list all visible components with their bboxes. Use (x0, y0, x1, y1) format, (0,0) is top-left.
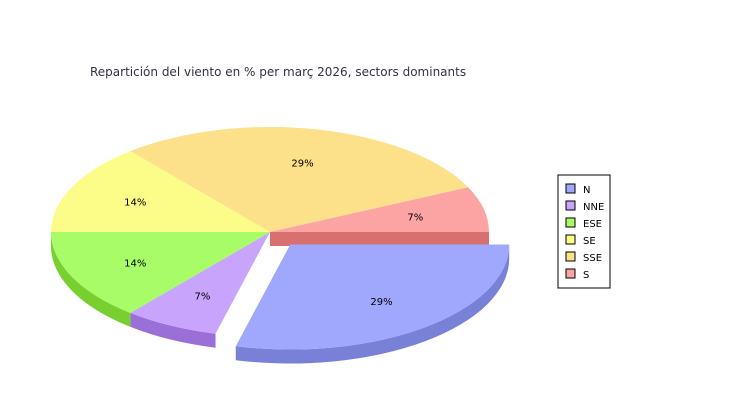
legend-swatch (565, 251, 576, 262)
slice-value-label-n: 29% (370, 297, 392, 308)
pie-slice-ese (50, 232, 271, 313)
legend-item-nne: NNE (565, 200, 604, 213)
legend-swatch (565, 183, 576, 194)
slice-value-label-sse: 29% (291, 158, 313, 169)
pie-slice-side-ese (50, 232, 131, 327)
legend-label: N (583, 185, 590, 196)
pie-slice-side-n (235, 244, 510, 364)
legend-item-sse: SSE (565, 251, 602, 264)
pie-slice-cut-s (270, 232, 489, 246)
legend-swatch (565, 217, 576, 228)
legend-label: SSE (583, 253, 602, 264)
legend-item-n: N (565, 183, 590, 196)
legend: N NNE ESE SE SSE S (557, 174, 611, 289)
legend-item-se: SE (565, 234, 596, 247)
pie-slice-se (51, 151, 270, 232)
legend-swatch (565, 268, 576, 279)
slice-value-label-ese: 14% (124, 258, 146, 269)
legend-swatch (565, 200, 576, 211)
legend-label: SE (583, 236, 596, 247)
legend-label: NNE (583, 202, 604, 213)
pie-slice-side-nne (130, 312, 216, 348)
pie-slice-nne (130, 232, 270, 334)
pie-slice-s (270, 187, 489, 232)
pie-slice-n (235, 244, 510, 350)
chart-title: Repartición del viento en % per març 202… (90, 65, 466, 79)
pie-slices (50, 127, 510, 364)
legend-item-s: S (565, 268, 589, 281)
slice-value-label-nne: 7% (194, 292, 210, 303)
legend-label: ESE (583, 219, 602, 230)
legend-label: S (583, 270, 589, 281)
slice-labels: 29% 7% 14% 14% 29% 7% (124, 158, 423, 308)
legend-swatch (565, 234, 576, 245)
pie-slice-sse (130, 127, 469, 232)
legend-item-ese: ESE (565, 217, 602, 230)
slice-value-label-se: 14% (124, 198, 146, 209)
slice-value-label-s: 7% (407, 212, 423, 223)
